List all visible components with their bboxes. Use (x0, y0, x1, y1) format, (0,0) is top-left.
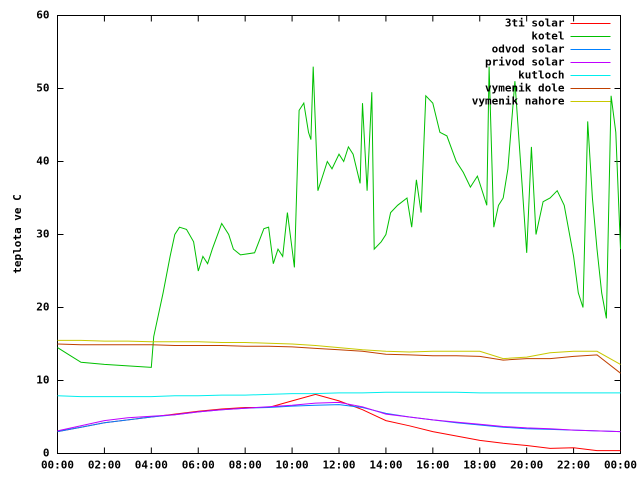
x-tick-label: 14:00 (369, 459, 402, 472)
x-tick-label: 10:00 (276, 459, 309, 472)
y-tick-label: 0 (43, 447, 50, 460)
x-tick-label: 02:00 (88, 459, 121, 472)
x-tick-label: 16:00 (416, 459, 449, 472)
series-line (57, 391, 621, 398)
x-tick-label: 12:00 (322, 459, 355, 472)
x-tick-label: 18:00 (463, 459, 496, 472)
legend-label: 3ti solar (505, 17, 565, 30)
y-tick-label: 10 (36, 374, 49, 387)
x-tick-label: 20:00 (510, 459, 543, 472)
legend-label: kutloch (518, 69, 564, 82)
x-tick-label: 04:00 (135, 459, 168, 472)
x-tick-label: 22:00 (557, 459, 590, 472)
y-tick-label: 20 (36, 301, 49, 314)
series-line (57, 343, 621, 374)
x-tick-label: 08:00 (229, 459, 262, 472)
y-tick-label: 30 (36, 228, 49, 241)
y-axis-label: teplota ve C (11, 194, 24, 273)
legend-label: kotel (531, 30, 564, 43)
legend-label: vymenik dole (485, 82, 565, 95)
legend-label: odvod solar (492, 43, 565, 56)
series-line (57, 401, 621, 433)
y-tick-label: 60 (36, 9, 49, 22)
series-line (57, 66, 621, 368)
x-tick-label: 00:00 (604, 459, 637, 472)
legend-label: privod solar (485, 56, 565, 69)
x-tick-label: 00:00 (41, 459, 74, 472)
y-tick-label: 40 (36, 155, 49, 168)
y-tick-label: 50 (36, 82, 49, 95)
x-tick-label: 06:00 (182, 459, 215, 472)
series-line (57, 339, 621, 365)
series-line (57, 404, 621, 433)
legend-label: vymenik nahore (472, 95, 565, 108)
